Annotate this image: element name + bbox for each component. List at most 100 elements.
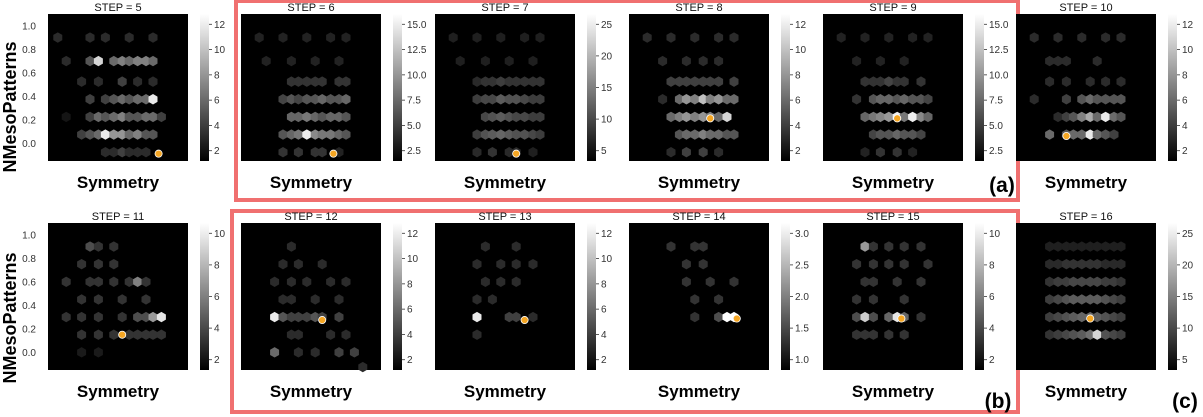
hexbin-cell — [124, 276, 134, 287]
hexbin-cell — [899, 55, 909, 67]
x-axis-label: Symmetry — [464, 173, 547, 192]
hexbin-cell — [141, 311, 151, 323]
hexbin-cell — [681, 111, 691, 123]
x-axis-label: Symmetry — [77, 173, 160, 192]
hexbin-cell — [1116, 294, 1126, 305]
hexbin-cell — [326, 94, 336, 105]
panel-title: STEP = 10 — [1059, 2, 1112, 14]
hexbin-cell — [93, 258, 103, 270]
hexbin-cell — [487, 294, 497, 305]
hexbin-cell — [85, 129, 95, 140]
colorbar-tick-label: 2.5 — [407, 146, 421, 157]
hexbin-cell — [681, 258, 691, 270]
x-axis-label: Symmetry — [270, 173, 353, 192]
hexbin-cell — [133, 276, 143, 287]
hexbin-cell — [884, 94, 894, 105]
hexbin-cell — [310, 111, 320, 123]
hexbin-cell — [852, 94, 862, 105]
hexbin-cell — [278, 129, 288, 140]
hexbin-cell — [93, 276, 103, 287]
hexbin-panel: STEP = 9 Symmetry 2.5 5.0 7.5 10.0 12.5 15.0 — [823, 2, 1009, 192]
hexbin-cell — [85, 55, 95, 67]
hexbin-cell — [698, 258, 708, 270]
hexbin-cell — [117, 311, 127, 323]
hexbin-cell — [472, 258, 482, 270]
colorbar-tick-label: 2 — [989, 355, 995, 366]
colorbar-tick-label: 8 — [214, 260, 220, 271]
hexbin-cell — [85, 94, 95, 105]
hexbin-cell — [1068, 129, 1078, 140]
hexbin-cell — [480, 76, 490, 87]
hexbin-cell — [923, 94, 933, 105]
hexbin-cell — [1101, 32, 1111, 43]
hexbin-cell — [722, 111, 732, 123]
hexbin-cell — [729, 94, 739, 105]
hexbin-cell — [487, 94, 497, 105]
colorbar-tick-label: 25 — [1182, 229, 1194, 240]
hexbin-cell — [1045, 129, 1055, 140]
hexbin-cell — [535, 111, 545, 123]
panel-title: STEP = 7 — [481, 2, 528, 14]
current-point-marker — [520, 316, 529, 325]
hexbin-cell — [286, 294, 296, 305]
colorbar-tick-label: 4 — [795, 121, 801, 132]
hexbin-cell — [1085, 111, 1095, 123]
hexbin-cell — [496, 32, 506, 43]
hexbin-cell — [1045, 258, 1055, 270]
hexbin-cell — [916, 94, 926, 105]
hexbin-cell — [317, 111, 327, 123]
colorbar-tick-label: 10 — [1182, 45, 1194, 56]
hexbin-cell — [875, 111, 885, 123]
hexbin-cell — [899, 129, 909, 140]
hexbin-cell — [1068, 294, 1078, 305]
hexbin-cell — [1077, 129, 1087, 140]
y-axis-label-top: NMesoPatterns — [0, 41, 20, 172]
hexbin-cell — [681, 55, 691, 67]
hexbin-panel: STEP = 14 Symmetry 1.0 1.5 2.0 2.5 3.0 — [629, 211, 809, 401]
hexbin-cell — [148, 32, 158, 43]
hexbin-cell — [698, 55, 708, 67]
hexbin-cell — [93, 241, 103, 252]
hexbin-cell — [705, 276, 715, 287]
colorbar-tick-label: 6 — [407, 305, 413, 316]
hexbin-cell — [293, 311, 303, 323]
hexbin-cell — [317, 146, 327, 158]
hexbin-cell — [892, 146, 902, 158]
hexbin-cell — [722, 129, 732, 140]
hexbin-cell — [496, 76, 506, 87]
current-point-marker — [1062, 132, 1071, 141]
hexbin-cell — [117, 94, 127, 105]
hexbin-cell — [1101, 94, 1111, 105]
hexbin-cell — [1116, 241, 1126, 252]
hexbin-cell — [286, 311, 296, 323]
hexbin-cell — [1101, 311, 1111, 323]
hexbin-cell — [705, 76, 715, 87]
colorbar — [1168, 14, 1177, 161]
colorbar-tick-label: 2 — [407, 355, 413, 366]
hexbin-cell — [334, 111, 344, 123]
hexbin-cell — [148, 94, 158, 105]
colorbar-tick-label: 15 — [1182, 292, 1194, 303]
colorbar-tick-label: 6 — [214, 292, 220, 303]
hexbin-cell — [690, 76, 700, 87]
hexbin-cell — [868, 241, 878, 252]
hexbin-cell — [124, 32, 134, 43]
hexbin-cell — [705, 94, 715, 105]
hexbin-cell — [1116, 276, 1126, 287]
hexbin-cell — [472, 146, 482, 158]
hexbin-cell — [1101, 76, 1111, 87]
hexbin-cell — [722, 311, 732, 323]
y-tick-label: 0.6 — [22, 277, 36, 288]
hexbin-cell — [674, 76, 684, 87]
hexbin-panel: STEP = 10 Symmetry 2 4 6 8 10 12 — [1016, 2, 1194, 192]
hexbin-cell — [868, 276, 878, 287]
hexbin-cell — [1053, 294, 1063, 305]
hexbin-cell — [472, 129, 482, 140]
hexbin-cell — [286, 329, 296, 340]
colorbar-tick-label: 2 — [214, 355, 220, 366]
hexbin-cell — [124, 129, 134, 140]
colorbar-tick-label: 8 — [989, 260, 995, 271]
hexbin-cell — [1085, 76, 1095, 87]
hexbin-cell — [1092, 129, 1102, 140]
colorbar-tick-label: 20 — [1182, 260, 1194, 271]
